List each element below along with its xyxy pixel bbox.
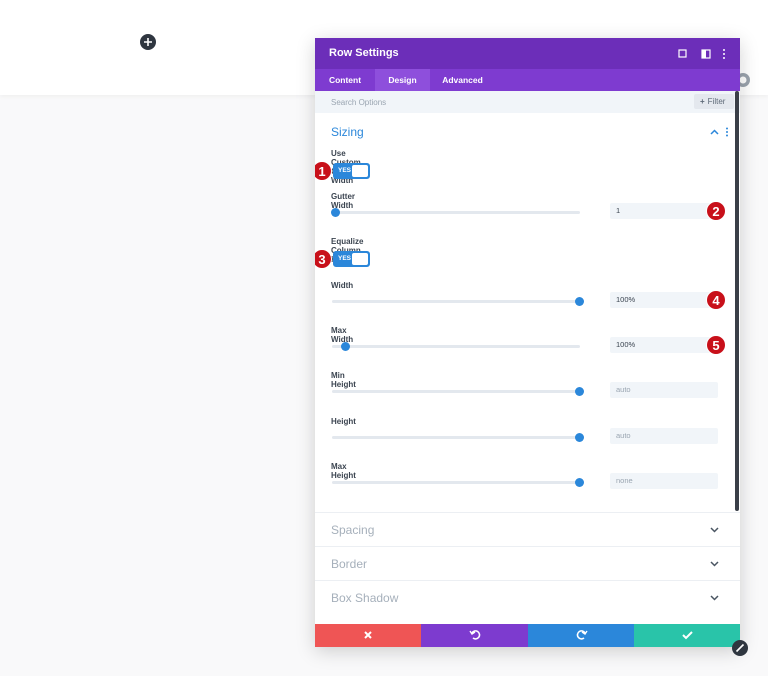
field-label: Gutter Width bbox=[331, 192, 355, 210]
section-title: Spacing bbox=[331, 523, 375, 537]
filter-button[interactable]: + Filter bbox=[694, 94, 734, 109]
slider-track[interactable] bbox=[332, 300, 580, 303]
slider-knob[interactable] bbox=[575, 478, 584, 487]
section-row[interactable]: Spacing bbox=[315, 512, 740, 547]
value-input[interactable]: auto bbox=[610, 382, 718, 398]
value-input[interactable]: 100% bbox=[610, 337, 718, 353]
value-input[interactable]: none bbox=[610, 473, 718, 489]
add-button[interactable] bbox=[139, 33, 157, 51]
slider-track[interactable] bbox=[332, 211, 580, 214]
badge: 2 bbox=[706, 201, 726, 221]
footer-buttons bbox=[315, 624, 740, 647]
toggle-knob bbox=[352, 165, 368, 177]
section-controls[interactable] bbox=[710, 127, 732, 137]
toggle[interactable]: YES bbox=[333, 163, 370, 179]
panel-title: Row Settings bbox=[329, 47, 399, 59]
discard-button[interactable] bbox=[315, 624, 422, 647]
filter-label: Filter bbox=[707, 97, 726, 106]
slider-knob[interactable] bbox=[575, 387, 584, 396]
toggle-text: YES bbox=[338, 255, 352, 262]
field-label: Width bbox=[331, 281, 354, 290]
value-input[interactable]: 1 bbox=[610, 203, 718, 219]
field-label: Height bbox=[331, 417, 356, 426]
field-label: Max Height bbox=[331, 462, 356, 480]
badge: 5 bbox=[706, 335, 726, 355]
undo-button[interactable] bbox=[421, 624, 528, 647]
chevron bbox=[710, 561, 719, 567]
chevron bbox=[710, 595, 719, 601]
slider-track[interactable] bbox=[332, 481, 580, 484]
section-row[interactable]: Border bbox=[315, 546, 740, 581]
search-bar: Search Options + Filter bbox=[315, 91, 740, 113]
slider-knob[interactable] bbox=[575, 433, 584, 442]
tab-bar: Content Design Advanced bbox=[315, 69, 740, 91]
section-title: Box Shadow bbox=[331, 591, 399, 605]
badge: 3 bbox=[315, 249, 332, 269]
scrollbar[interactable] bbox=[735, 91, 739, 511]
slider-track[interactable] bbox=[332, 436, 580, 439]
tab[interactable]: Design bbox=[375, 69, 430, 91]
slider-knob[interactable] bbox=[331, 208, 340, 217]
slider-track[interactable] bbox=[332, 390, 580, 393]
section-title: Border bbox=[331, 557, 368, 571]
tab[interactable]: Content bbox=[328, 75, 362, 85]
slider-knob[interactable] bbox=[340, 342, 350, 351]
redo-button[interactable] bbox=[527, 624, 634, 647]
toggle-knob bbox=[352, 253, 368, 265]
search-input[interactable]: Search Options bbox=[331, 98, 387, 107]
slider-knob[interactable] bbox=[575, 297, 584, 306]
toggle[interactable]: YES bbox=[333, 251, 370, 267]
resize-handle[interactable] bbox=[731, 639, 749, 657]
value-input[interactable]: 100% bbox=[610, 292, 718, 308]
panel-header: Row Settings bbox=[315, 38, 740, 69]
value-input[interactable]: auto bbox=[610, 428, 718, 444]
section-row[interactable]: Box Shadow bbox=[315, 580, 740, 615]
chevron bbox=[710, 527, 719, 533]
badge: 4 bbox=[706, 290, 726, 310]
save-button[interactable] bbox=[633, 624, 740, 647]
field-label: Min Height bbox=[331, 371, 356, 389]
slider-track[interactable] bbox=[332, 345, 580, 348]
tab[interactable]: Advanced bbox=[442, 75, 483, 85]
toggle-text: YES bbox=[338, 167, 352, 174]
settings-panel: Row Settings Content Design Advanced Searc… bbox=[315, 38, 740, 647]
field-label: Max Width bbox=[331, 326, 354, 344]
section-title[interactable]: Sizing bbox=[331, 125, 364, 139]
header-icons[interactable] bbox=[677, 48, 737, 60]
badge: 1 bbox=[315, 161, 332, 181]
